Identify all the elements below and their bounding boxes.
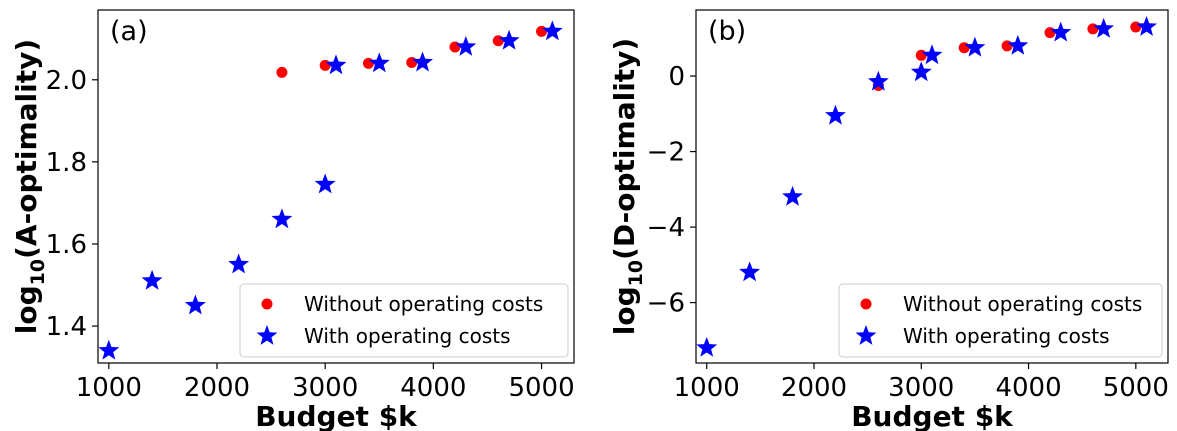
data-point <box>915 49 927 61</box>
plot-frame <box>695 9 1169 364</box>
data-point <box>276 66 288 78</box>
data-point <box>498 29 520 50</box>
legend-label: With operating costs <box>903 324 1110 348</box>
data-point <box>228 253 250 274</box>
data-point <box>184 294 206 315</box>
data-point <box>362 57 374 69</box>
data-point <box>1044 27 1056 39</box>
data-point <box>319 59 331 71</box>
data-point <box>314 173 336 194</box>
panel-label: (a) <box>110 16 148 47</box>
panel-a: 1000 2000 3000 4000 5000 1.4 1.6 1.8 2.0 Budget $… <box>10 9 575 431</box>
legend-marker <box>256 325 278 345</box>
data-point <box>910 61 932 82</box>
legend: Without operating costs With operating co… <box>239 283 569 358</box>
plot-frame <box>97 9 575 364</box>
legend: Without operating costs With operating co… <box>838 283 1163 358</box>
data-point <box>412 51 434 72</box>
legend-marker <box>855 325 877 345</box>
data-point <box>541 20 563 41</box>
x-tick-label: 3000 <box>888 373 954 403</box>
legend-marker <box>860 298 872 310</box>
x-axis-label: Budget $k <box>851 400 1014 431</box>
x-axis-label: Budget $k <box>255 400 418 431</box>
data-point <box>271 208 293 229</box>
data-point <box>824 104 846 125</box>
data-point <box>1136 15 1158 36</box>
x-tick-label: 2000 <box>184 373 250 403</box>
legend-box <box>838 283 1163 358</box>
y-axis-label-prefix: log <box>10 285 43 334</box>
legend-label: Without operating costs <box>903 292 1142 316</box>
x-tick-label: 5000 <box>1103 373 1169 403</box>
data-point <box>325 54 347 75</box>
data-point <box>1093 17 1115 38</box>
x-tick-label: 4000 <box>995 373 1061 403</box>
data-point <box>782 185 804 206</box>
series-with-operating-costs <box>98 20 563 360</box>
x-tick-label: 3000 <box>292 373 358 403</box>
series-with-operating-costs <box>696 15 1158 357</box>
legend-label: Without operating costs <box>304 292 543 316</box>
y-tick-label: 0 <box>668 62 685 92</box>
y-tick-label: 1.6 <box>46 230 87 260</box>
data-point <box>1050 21 1072 42</box>
data-point <box>1130 21 1142 33</box>
legend-box <box>239 283 569 358</box>
data-point <box>921 44 943 65</box>
data-point <box>406 57 418 69</box>
x-tick-label: 1000 <box>76 373 142 403</box>
data-point <box>1087 23 1099 35</box>
y-axis-label-subscript: 10 <box>625 260 647 286</box>
data-point <box>141 269 163 290</box>
data-point <box>739 261 761 282</box>
data-point <box>964 36 986 57</box>
data-point <box>1001 40 1013 52</box>
y-axis-label-subscript: 10 <box>27 259 49 285</box>
series-without-operating-costs <box>276 25 548 78</box>
data-point <box>98 339 120 360</box>
x-tick-label: 4000 <box>400 373 466 403</box>
panel-b: 1000 2000 3000 4000 5000 −6 −4 −2 0 Budget $k log1… <box>608 9 1169 431</box>
y-tick-label: 1.4 <box>46 312 87 342</box>
y-tick-label: −2 <box>647 138 685 168</box>
y-axis-label-suffix: (D-optimality) <box>608 38 641 260</box>
data-point <box>368 52 390 73</box>
data-point <box>867 70 889 91</box>
legend-marker <box>261 298 273 310</box>
x-tick-label: 1000 <box>674 373 740 403</box>
y-tick-label: −6 <box>647 289 685 319</box>
legend-label: With operating costs <box>304 324 511 348</box>
data-point <box>696 336 718 357</box>
y-axis-label-suffix: (A-optimality) <box>10 39 43 259</box>
y-axis-label: log10(A-optimality) <box>10 39 49 334</box>
panel-label: (b) <box>708 16 746 47</box>
y-tick-label: 2.0 <box>46 66 87 96</box>
y-axis-label-prefix: log <box>608 286 641 335</box>
data-point <box>455 35 477 56</box>
y-tick-label: 1.8 <box>46 148 87 178</box>
x-tick-label: 2000 <box>781 373 847 403</box>
data-point <box>449 41 461 53</box>
y-tick-label: −4 <box>647 213 685 243</box>
x-tick-label: 5000 <box>508 373 574 403</box>
data-point <box>1007 34 1029 55</box>
data-point <box>536 25 548 37</box>
data-point <box>492 35 504 47</box>
data-point <box>958 42 970 54</box>
y-axis-label: log10(D-optimality) <box>608 38 647 335</box>
